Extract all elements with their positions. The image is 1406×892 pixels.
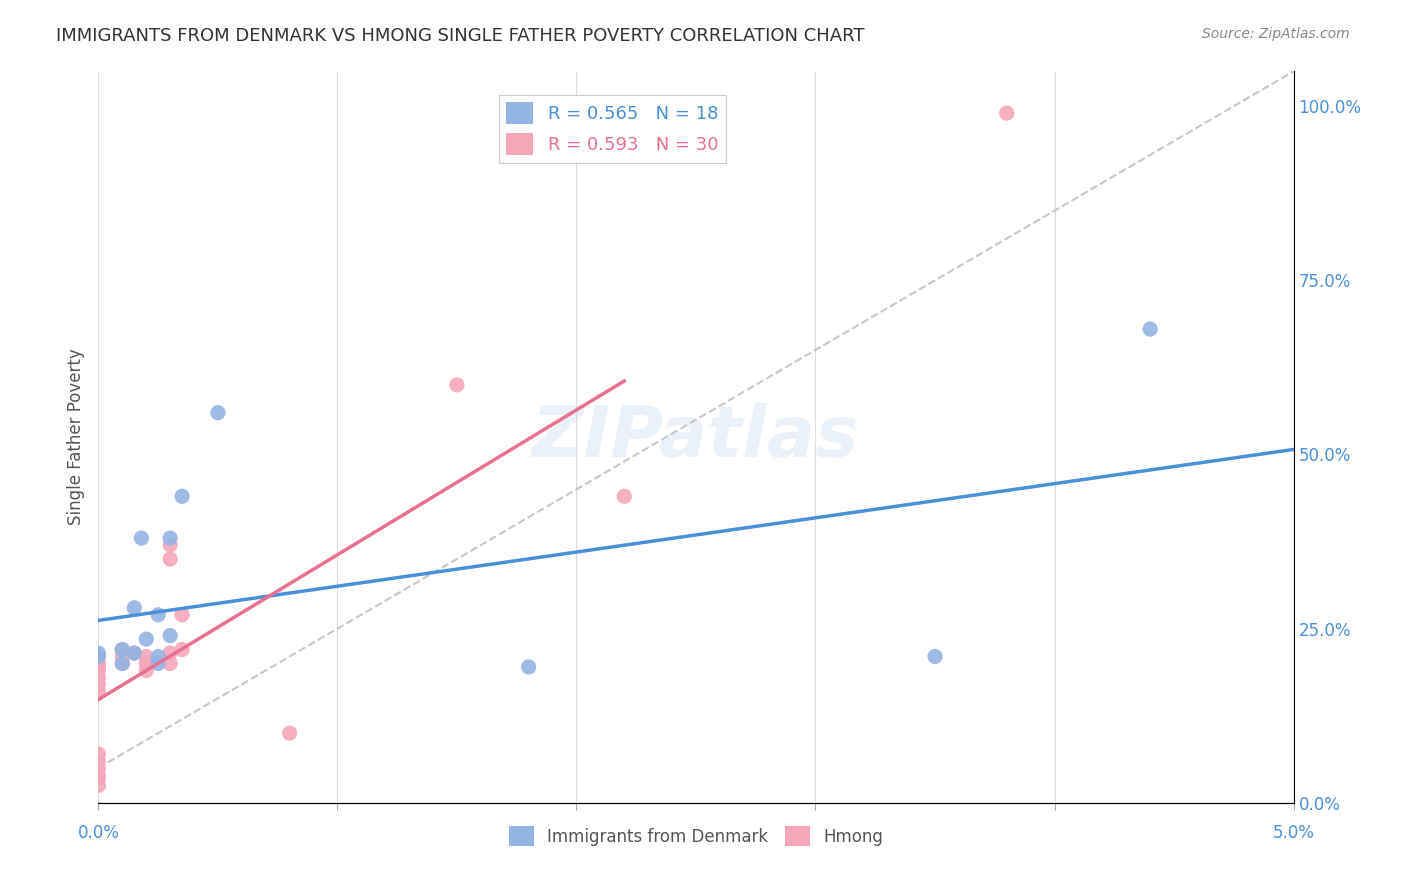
- Point: [124, 646, 146, 660]
- Point: [87, 761, 110, 775]
- Point: [124, 600, 146, 615]
- Point: [207, 406, 229, 420]
- Point: [87, 747, 110, 761]
- Point: [87, 646, 110, 660]
- Point: [135, 657, 157, 671]
- Point: [172, 489, 194, 503]
- Point: [159, 538, 181, 552]
- Point: [148, 607, 170, 622]
- Point: [87, 684, 110, 698]
- Point: [87, 649, 110, 664]
- Text: ZIPatlas: ZIPatlas: [533, 402, 859, 472]
- Point: [924, 649, 946, 664]
- Text: 0.0%: 0.0%: [77, 823, 120, 841]
- Point: [159, 552, 181, 566]
- Point: [995, 106, 1018, 120]
- Y-axis label: Single Father Poverty: Single Father Poverty: [66, 349, 84, 525]
- Point: [87, 649, 110, 664]
- Point: [87, 664, 110, 678]
- Point: [87, 772, 110, 786]
- Point: [613, 489, 636, 503]
- Point: [159, 657, 181, 671]
- Point: [517, 660, 540, 674]
- Point: [111, 649, 134, 664]
- Point: [111, 657, 134, 671]
- Point: [87, 768, 110, 782]
- Point: [87, 677, 110, 691]
- Point: [87, 657, 110, 671]
- Point: [87, 660, 110, 674]
- Point: [148, 657, 170, 671]
- Point: [159, 531, 181, 545]
- Point: [111, 642, 134, 657]
- Point: [172, 642, 194, 657]
- Text: Source: ZipAtlas.com: Source: ZipAtlas.com: [1202, 27, 1350, 41]
- Point: [87, 778, 110, 792]
- Point: [159, 629, 181, 643]
- Point: [172, 607, 194, 622]
- Point: [148, 649, 170, 664]
- Point: [1139, 322, 1161, 336]
- Point: [135, 649, 157, 664]
- Text: 5.0%: 5.0%: [1272, 823, 1315, 841]
- Legend: Immigrants from Denmark, Hmong: Immigrants from Denmark, Hmong: [502, 820, 890, 853]
- Point: [446, 377, 468, 392]
- Text: IMMIGRANTS FROM DENMARK VS HMONG SINGLE FATHER POVERTY CORRELATION CHART: IMMIGRANTS FROM DENMARK VS HMONG SINGLE …: [56, 27, 865, 45]
- Point: [87, 754, 110, 768]
- Point: [131, 531, 153, 545]
- Point: [111, 642, 134, 657]
- Point: [111, 657, 134, 671]
- Point: [135, 632, 157, 646]
- Point: [159, 646, 181, 660]
- Point: [87, 670, 110, 684]
- Point: [278, 726, 301, 740]
- Point: [124, 646, 146, 660]
- Point: [135, 664, 157, 678]
